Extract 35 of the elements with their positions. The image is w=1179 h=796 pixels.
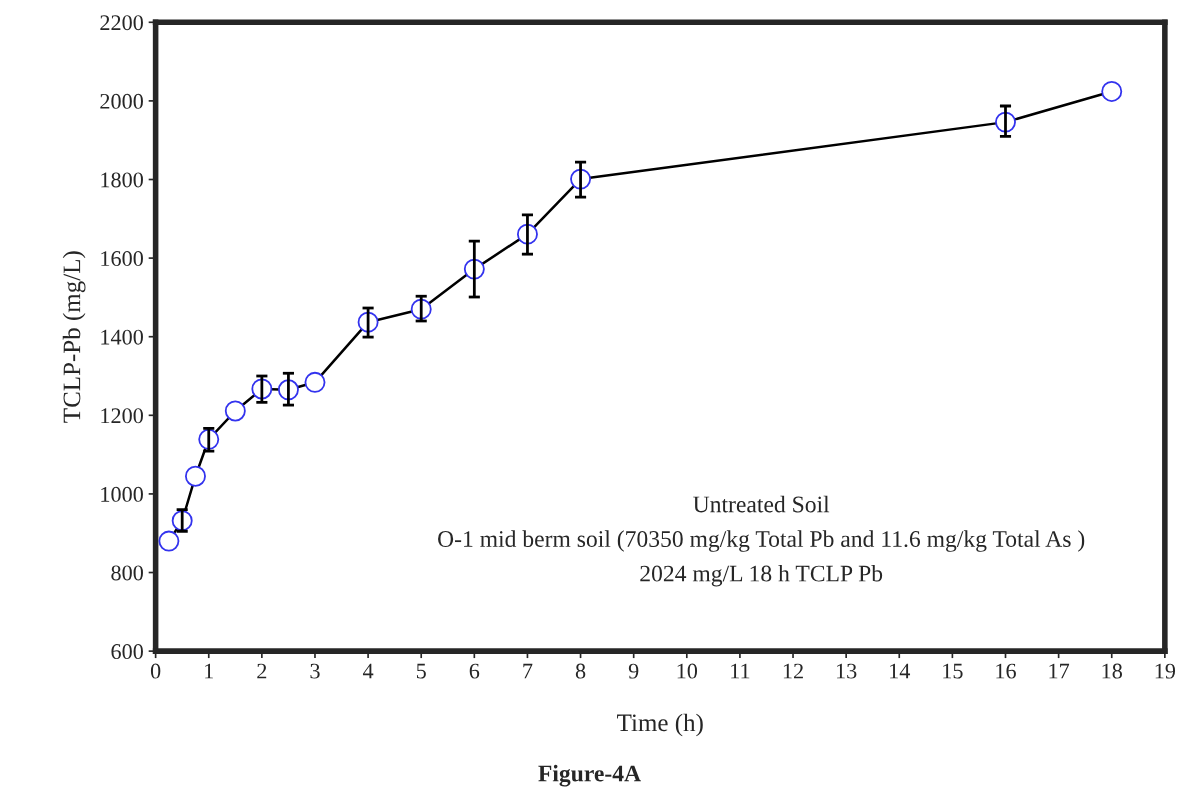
- x-tick-label: 8: [575, 663, 586, 679]
- x-tick-label: 11: [731, 663, 750, 679]
- y-tick-label: 1400: [101, 329, 143, 345]
- x-tick-label: 5: [416, 663, 426, 679]
- x-tick-label: 9: [628, 663, 639, 679]
- x-tick-label: 7: [523, 663, 533, 679]
- text: Figure-4A: [538, 764, 641, 787]
- y-tick-label: 2200: [100, 15, 143, 31]
- y-tick-label: 800: [111, 565, 143, 581]
- y-tick-label: 1200: [101, 408, 143, 424]
- annotation: 2024 mg/L 18 h TCLP Pb: [640, 564, 883, 587]
- annotation: O-1 mid berm soil (70350 mg/kg Total Pb and 11.6 mg/kg Total As ): [438, 530, 1085, 552]
- y-axis-title: TCLP-Pb (mg/L): [62, 251, 86, 423]
- x-tick-label: 19: [1155, 663, 1176, 679]
- x-tick-label: 0: [150, 663, 161, 679]
- y-tick-label: 2000: [100, 93, 143, 109]
- x-tick-label: 17: [1049, 663, 1070, 679]
- x-tick-label: 13: [836, 663, 857, 679]
- x-axis-title: Time (h): [617, 713, 703, 737]
- y-tick-label: 1600: [101, 251, 143, 267]
- x-tick-label: 15: [943, 663, 963, 679]
- x-tick-label: 6: [469, 663, 480, 679]
- x-tick-label: 1: [205, 663, 213, 679]
- x-tick-label: 10: [677, 663, 698, 679]
- x-tick-label: 16: [996, 663, 1016, 679]
- x-tick-label: 14: [890, 663, 911, 679]
- y-tick-label: 1800: [101, 172, 143, 188]
- annotation: Untreated Soil: [693, 495, 830, 513]
- y-tick-label: 1000: [101, 486, 143, 502]
- x-tick-label: 4: [362, 663, 374, 679]
- x-tick-label: 12: [783, 663, 803, 679]
- x-tick-label: 3: [310, 663, 320, 679]
- x-tick-label: 18: [1102, 663, 1122, 679]
- x-tick-label: 2: [257, 663, 267, 679]
- y-tick-label: 600: [111, 644, 143, 660]
